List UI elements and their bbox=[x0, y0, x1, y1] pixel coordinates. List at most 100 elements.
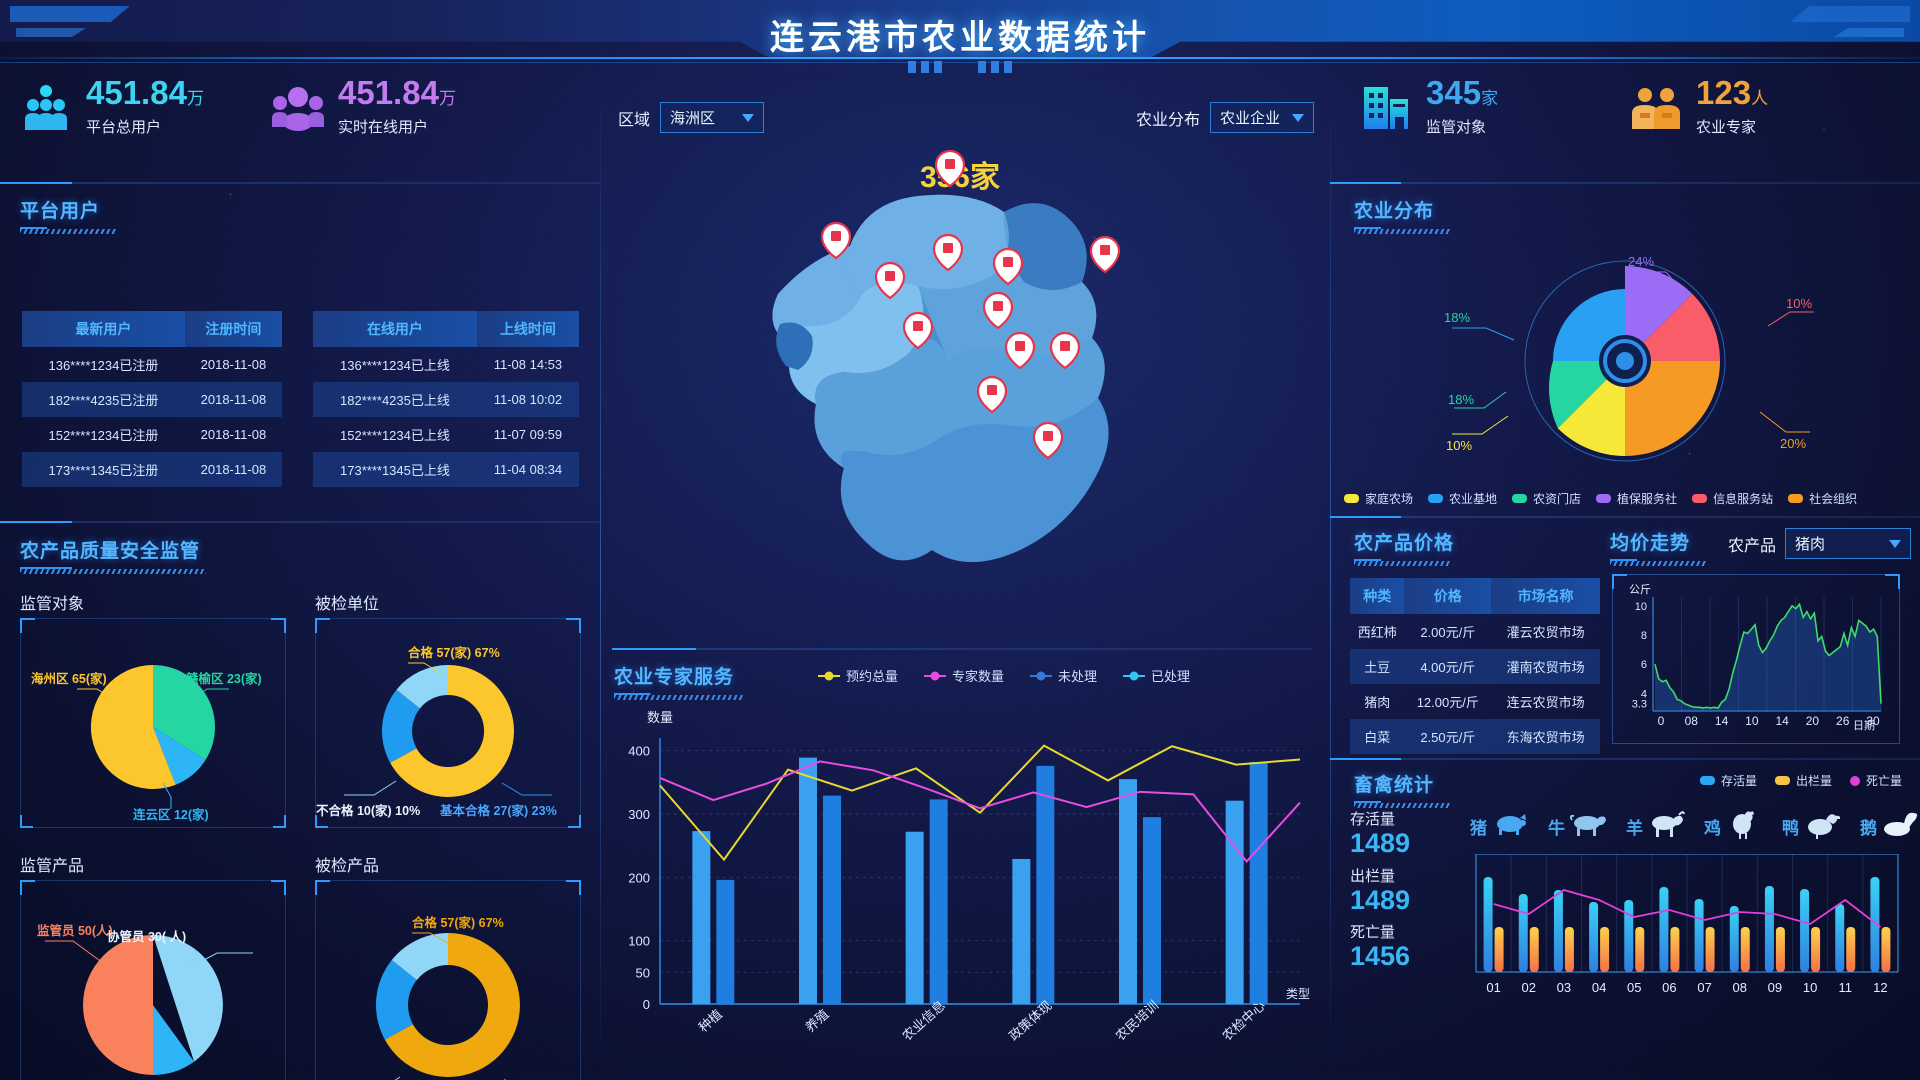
bar-out[interactable] bbox=[1529, 927, 1539, 972]
region-map[interactable] bbox=[600, 146, 1330, 646]
price-table[interactable]: 种类 价格 市场名称 西红柿 2.00元/斤 灌云农贸市场 土豆 4.00元/斤 灌南农贸… bbox=[1350, 578, 1600, 754]
table-row[interactable]: 西红柿 2.00元/斤 灌云农贸市场 bbox=[1350, 614, 1600, 649]
bar-processed[interactable] bbox=[716, 879, 735, 1004]
y-tick: 0 bbox=[643, 997, 650, 1012]
bar-out[interactable] bbox=[1740, 927, 1750, 972]
bar-alive[interactable] bbox=[1729, 906, 1739, 972]
region-select[interactable]: 海洲区 bbox=[660, 102, 765, 133]
new-users-table[interactable]: 最新用户 注册时间 136****1234已注册 2018-11-08 182***… bbox=[22, 311, 282, 487]
bar-unprocessed[interactable] bbox=[1119, 779, 1137, 1004]
bar-out[interactable] bbox=[1600, 927, 1610, 972]
bar-out[interactable] bbox=[1670, 927, 1680, 972]
bar-out[interactable] bbox=[1811, 927, 1821, 972]
animal-item-chicken[interactable]: 鸡 bbox=[1704, 810, 1766, 842]
table-row[interactable]: 152****1234已上线 11-07 09:59 bbox=[313, 417, 579, 452]
legend-item[interactable]: 家庭农场 bbox=[1344, 490, 1413, 507]
table-row[interactable]: 182****4235已注册 2018-11-08 bbox=[22, 382, 282, 417]
price-trend-chart[interactable]: 公斤 3.34 6 8 10 0 08 14 10 14 20 26 30 日期 bbox=[1613, 575, 1899, 743]
bar-alive[interactable] bbox=[1800, 889, 1810, 972]
table-cell: 12.00元/斤 bbox=[1416, 695, 1479, 710]
x-tick: 04 bbox=[1592, 980, 1606, 995]
bar-out[interactable] bbox=[1494, 927, 1504, 972]
legend-item[interactable]: 植保服务社 bbox=[1596, 490, 1677, 507]
map-marker[interactable] bbox=[932, 233, 964, 272]
distribution-select[interactable]: 农业企业 bbox=[1210, 102, 1314, 133]
legend-item[interactable]: 已处理 bbox=[1123, 666, 1190, 685]
table-row[interactable]: 土豆 4.00元/斤 灌南农贸市场 bbox=[1350, 649, 1600, 684]
legend-item[interactable]: 农业基地 bbox=[1428, 490, 1497, 507]
bar-out[interactable] bbox=[1881, 927, 1891, 972]
pie-supervision-products[interactable]: 监管员 50(人) 协管员 30( 人) 内检员 20(人) bbox=[21, 881, 285, 1080]
bar-alive[interactable] bbox=[1694, 899, 1704, 972]
bar-processed[interactable] bbox=[823, 795, 841, 1004]
section-title: 农业专家服务 bbox=[614, 667, 735, 688]
table-row[interactable]: 152****1234已注册 2018-11-08 bbox=[22, 417, 282, 452]
map-marker[interactable] bbox=[976, 375, 1008, 414]
bar-out[interactable] bbox=[1775, 927, 1785, 972]
bar-alive[interactable] bbox=[1835, 904, 1845, 972]
map-marker[interactable] bbox=[902, 311, 934, 350]
bar-out[interactable] bbox=[1564, 927, 1574, 972]
livestock-monthly-chart[interactable]: 01 02 03 04 05 06 07 08 09 10 11 12 bbox=[1458, 854, 1908, 1004]
donut-inspected-units[interactable]: 合格 57(家) 67% 不合格 10(家) 10% 基本合格 27(家) 23… bbox=[316, 619, 580, 827]
bar-unprocessed[interactable] bbox=[1225, 800, 1244, 1004]
map-marker[interactable] bbox=[982, 291, 1014, 330]
bar-unprocessed[interactable] bbox=[799, 757, 817, 1004]
bar-out[interactable] bbox=[1705, 927, 1715, 972]
map-marker[interactable] bbox=[874, 261, 906, 300]
trend-select[interactable]: 猪肉 bbox=[1785, 528, 1912, 559]
legend-item[interactable]: 出栏量 bbox=[1774, 772, 1832, 789]
bar-processed[interactable] bbox=[1249, 762, 1268, 1004]
donut-inspected-products[interactable]: 合格 57(家) 67% 不合格 10(家) 10% 基本合格 27(家) 23… bbox=[316, 881, 580, 1080]
bar-unprocessed[interactable] bbox=[692, 831, 711, 1004]
legend-item[interactable]: 专家数量 bbox=[924, 666, 1004, 685]
table-row[interactable]: 173****1345已注册 2018-11-08 bbox=[22, 452, 282, 487]
bar-processed[interactable] bbox=[929, 799, 948, 1004]
animal-item-goat[interactable]: 羊 bbox=[1626, 810, 1688, 842]
bar-alive[interactable] bbox=[1870, 877, 1880, 972]
bar-out[interactable] bbox=[1846, 927, 1856, 972]
table-row[interactable]: 173****1345已上线 11-04 08:34 bbox=[313, 452, 579, 487]
map-marker[interactable] bbox=[1089, 235, 1121, 274]
bar-alive[interactable] bbox=[1553, 890, 1563, 972]
map-marker[interactable] bbox=[1004, 331, 1036, 370]
map-marker[interactable] bbox=[934, 149, 966, 188]
table-cell: 连云农贸市场 bbox=[1506, 695, 1585, 710]
legend-item[interactable]: 社会组织 bbox=[1788, 490, 1857, 507]
legend-item[interactable]: 预约总量 bbox=[818, 666, 898, 685]
map-marker[interactable] bbox=[992, 247, 1024, 286]
legend-item[interactable]: 存活量 bbox=[1699, 772, 1757, 789]
bar-unprocessed[interactable] bbox=[905, 831, 924, 1004]
table-row[interactable]: 182****4235已上线 11-08 10:02 bbox=[313, 382, 579, 417]
bar-alive[interactable] bbox=[1624, 900, 1634, 972]
bar-alive[interactable] bbox=[1589, 902, 1599, 972]
animal-item-cow[interactable]: 牛 bbox=[1548, 810, 1610, 842]
legend-item[interactable]: 信息服务站 bbox=[1692, 490, 1773, 507]
legend-item[interactable]: 未处理 bbox=[1030, 666, 1097, 685]
table-row[interactable]: 136****1234已注册 2018-11-08 bbox=[22, 347, 282, 382]
bar-alive[interactable] bbox=[1483, 877, 1493, 972]
pie-supervision-objects[interactable]: 海州区 65(家) 赣榆区 23(家) 连云区 12(家) bbox=[21, 619, 285, 827]
bar-unprocessed[interactable] bbox=[1012, 858, 1031, 1004]
animal-item-duck[interactable]: 鸭 bbox=[1782, 810, 1844, 842]
table-row[interactable]: 白菜 2.50元/斤 东海农贸市场 bbox=[1350, 719, 1600, 754]
legend-item[interactable]: 农资门店 bbox=[1512, 490, 1581, 507]
bar-alive[interactable] bbox=[1764, 886, 1774, 972]
bar-processed[interactable] bbox=[1143, 817, 1161, 1004]
map-marker[interactable] bbox=[1049, 331, 1081, 370]
table-row[interactable]: 136****1234已上线 11-08 14:53 bbox=[313, 347, 579, 382]
animal-item-pig[interactable]: 猪 bbox=[1470, 810, 1532, 842]
rose-chart-agri-dist[interactable]: 24% 10% 20% 10% 18% 18% bbox=[1390, 236, 1860, 486]
bar-alive[interactable] bbox=[1659, 887, 1669, 972]
bar-alive[interactable] bbox=[1518, 894, 1528, 972]
table-row[interactable]: 猪肉 12.00元/斤 连云农贸市场 bbox=[1350, 684, 1600, 719]
panel-divider-right bbox=[1330, 72, 1331, 1072]
map-marker[interactable] bbox=[1032, 421, 1064, 460]
legend-item[interactable]: 死亡量 bbox=[1849, 772, 1902, 789]
online-users-table[interactable]: 在线用户 上线时间 136****1234已上线 11-08 14:53 182**… bbox=[313, 311, 579, 487]
bar-out[interactable] bbox=[1635, 927, 1645, 972]
animal-item-goose[interactable]: 鹅 bbox=[1860, 810, 1920, 842]
bar-processed[interactable] bbox=[1036, 765, 1055, 1004]
map-marker[interactable] bbox=[820, 221, 852, 260]
